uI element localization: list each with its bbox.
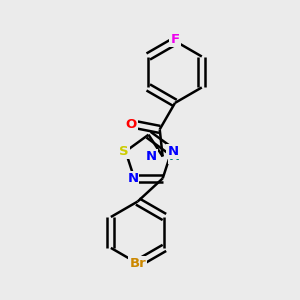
Text: N: N — [146, 150, 158, 163]
Text: N: N — [167, 145, 178, 158]
Text: O: O — [125, 118, 137, 130]
Text: N: N — [127, 172, 138, 185]
Text: S: S — [119, 145, 129, 158]
Text: Br: Br — [129, 257, 146, 270]
Text: H: H — [169, 150, 180, 163]
Text: F: F — [170, 33, 180, 46]
